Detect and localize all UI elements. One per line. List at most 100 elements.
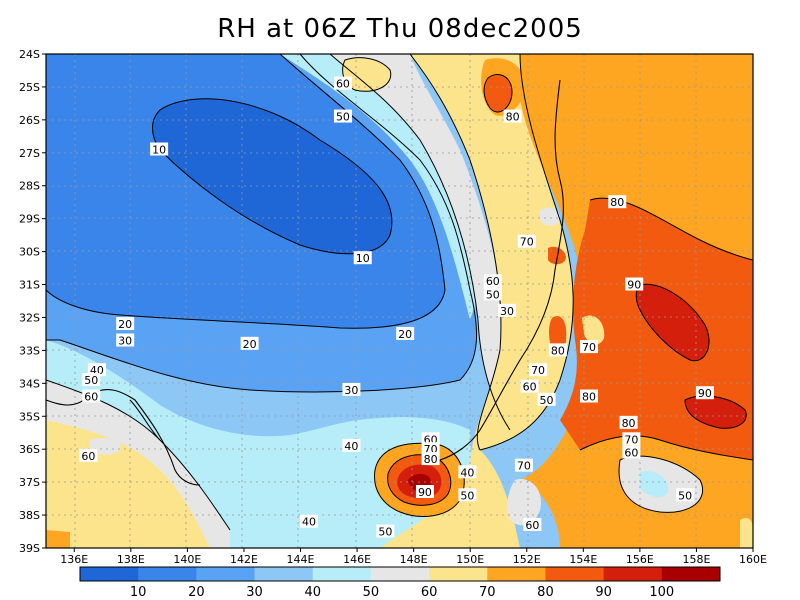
svg-text:70: 70: [517, 460, 531, 473]
colorbar-label: 20: [188, 585, 205, 600]
y-tick-label: 34S: [19, 377, 40, 390]
colorbar-label: 90: [595, 585, 612, 600]
contour-label: 80: [608, 195, 627, 209]
svg-text:80: 80: [610, 196, 624, 209]
x-tick-label: 144E: [287, 553, 315, 566]
contour-label: 30: [116, 333, 135, 348]
svg-text:50: 50: [378, 526, 392, 539]
colorbar-swatch: [370, 567, 430, 581]
svg-text:80: 80: [424, 453, 438, 466]
contour-label: 50: [333, 109, 352, 124]
svg-text:50: 50: [84, 374, 98, 387]
svg-text:50: 50: [460, 489, 474, 502]
svg-text:80: 80: [582, 391, 596, 404]
colorbar-label: 100: [649, 585, 674, 600]
contour-label: 50: [676, 488, 695, 502]
contour-label: 70: [517, 234, 536, 249]
y-tick-label: 28S: [19, 180, 40, 193]
svg-text:90: 90: [418, 486, 432, 499]
contour-label: 60: [520, 379, 539, 394]
colorbar-swatch: [603, 567, 663, 581]
colorbar-label: 40: [304, 585, 321, 600]
contour-label: 30: [342, 382, 361, 397]
svg-text:60: 60: [84, 391, 98, 404]
svg-text:60: 60: [624, 446, 638, 459]
svg-text:60: 60: [336, 78, 350, 91]
y-tick-label: 26S: [19, 114, 40, 127]
contour-label: 70: [514, 458, 533, 473]
svg-text:10: 10: [356, 252, 370, 265]
svg-text:80: 80: [506, 111, 520, 124]
svg-text:80: 80: [551, 344, 565, 357]
x-tick-label: 148E: [400, 553, 428, 566]
contour-label: 90: [695, 386, 714, 400]
contour-label: 40: [342, 438, 361, 453]
x-tick-label: 142E: [230, 553, 258, 566]
colorbar-label: 70: [479, 585, 496, 600]
svg-text:40: 40: [460, 466, 474, 479]
y-tick-label: 35S: [19, 410, 40, 423]
contour-label: 50: [483, 287, 502, 301]
colorbar-swatch: [545, 567, 605, 581]
colorbar-swatch: [254, 567, 314, 581]
contour-label: 50: [458, 488, 477, 502]
svg-text:60: 60: [523, 381, 537, 394]
contour-label: 60: [79, 448, 98, 463]
colorbar-label: 30: [246, 585, 263, 600]
plot-frame: [45, 53, 754, 549]
y-tick-label: 38S: [19, 509, 40, 522]
x-tick-label: 154E: [569, 553, 597, 566]
svg-text:20: 20: [118, 318, 132, 331]
svg-text:70: 70: [582, 341, 596, 354]
contour-label: 60: [523, 517, 542, 532]
svg-text:20: 20: [243, 338, 257, 351]
contour-label: 80: [619, 415, 638, 430]
svg-text:10: 10: [152, 144, 166, 157]
contour-label: 60: [622, 445, 641, 459]
contour-label: 70: [622, 432, 641, 446]
x-tick-label: 150E: [456, 553, 484, 566]
contour-label: 40: [300, 514, 319, 529]
y-tick-label: 24S: [19, 48, 40, 61]
colorbar-swatch: [312, 567, 372, 581]
svg-text:90: 90: [698, 387, 712, 400]
coastline: [45, 79, 564, 486]
y-tick-label: 27S: [19, 147, 40, 160]
x-tick-label: 138E: [117, 553, 145, 566]
svg-text:50: 50: [678, 489, 692, 502]
x-tick-label: 158E: [682, 553, 710, 566]
x-tick-label: 146E: [343, 553, 371, 566]
y-tick-label: 36S: [19, 443, 40, 456]
contour-label: 30: [497, 303, 516, 318]
contour-label: 80: [503, 109, 522, 124]
colorbar-swatch: [487, 567, 546, 581]
colorbar-label: 80: [537, 585, 554, 600]
contour-label: 10: [353, 251, 372, 265]
contour-label: 90: [625, 277, 644, 292]
colorbar-label: 60: [421, 585, 438, 600]
y-tick-label: 31S: [19, 279, 40, 292]
svg-text:30: 30: [344, 384, 358, 397]
x-tick-label: 152E: [513, 553, 541, 566]
svg-text:30: 30: [118, 335, 132, 348]
colorbar-swatch: [138, 567, 197, 581]
svg-text:70: 70: [624, 433, 638, 446]
chart-title: RH at 06Z Thu 08dec2005: [217, 14, 583, 44]
contour-label: 50: [82, 373, 101, 387]
svg-text:60: 60: [486, 275, 500, 288]
contour-label: 10: [150, 142, 169, 157]
colorbar-swatch: [661, 567, 721, 581]
contour-label: 80: [548, 343, 567, 357]
colorbar-frame: [79, 566, 721, 582]
svg-text:50: 50: [486, 288, 500, 301]
x-axis: 136E 138E 140E 142E 144E 146E 148E 150E 152E 154E…: [60, 548, 767, 566]
contour-label: 80: [421, 452, 440, 466]
contour-label: 20: [116, 317, 135, 331]
contour-label: 70: [579, 340, 598, 354]
colorbar: 10 20 30 40 50 60 70 80 90 100: [79, 566, 721, 600]
contour-label: 60: [483, 274, 502, 288]
contour-label: 40: [458, 465, 477, 479]
colorbar-swatch: [429, 567, 488, 581]
contour-label: 60: [333, 76, 352, 91]
